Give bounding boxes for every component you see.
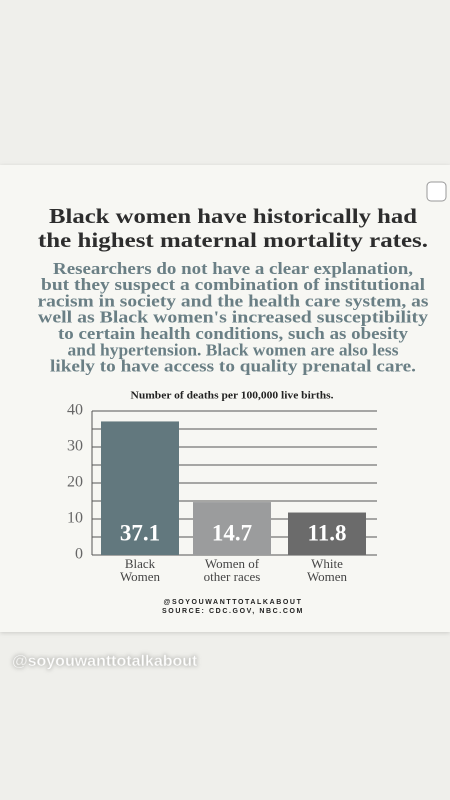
y-tick-label: 10	[67, 510, 83, 527]
y-tick-label: 30	[67, 438, 83, 455]
subtitle: to certain health conditions, such as ob…	[58, 324, 409, 343]
subtitle: likely to have access to quality prenata…	[50, 357, 416, 376]
x-tick-label: Black	[125, 556, 156, 571]
x-tick-label: Women	[307, 569, 348, 584]
select-box[interactable]	[426, 181, 447, 202]
subtitle: but they suspect a combination of instit…	[41, 275, 425, 294]
subtitle: and hypertension. Black women are also l…	[68, 340, 400, 359]
title: the highest maternal mortality rates.	[38, 228, 428, 252]
bar	[193, 502, 271, 555]
source: SOURCE: CDC.GOV, NBC.COM	[162, 608, 304, 615]
subtitle: well as Black women's increased suscepti…	[38, 308, 429, 327]
value-label: 37.1	[120, 520, 160, 545]
y-tick-label: 0	[75, 546, 83, 563]
subtitle: racism in society and the health care sy…	[38, 291, 430, 310]
y-label: Number of deaths per 100,000 live births…	[131, 390, 334, 401]
value-label: 14.7	[212, 520, 252, 545]
value-label: 11.8	[308, 520, 347, 545]
bar	[101, 421, 179, 555]
x-tick-label: White	[311, 556, 343, 571]
x-tick-label: Women of	[205, 556, 260, 571]
story-handle: @soyouwanttotalkabout	[12, 653, 198, 670]
y-tick-label: 40	[67, 402, 83, 419]
credit: @SOYOUWANTTOTALKABOUT	[164, 599, 303, 606]
x-tick-label: other races	[204, 569, 261, 584]
subtitle: Researchers do not have a clear explanat…	[53, 259, 413, 278]
x-tick-label: Women	[120, 569, 161, 584]
y-tick-label: 20	[67, 474, 83, 491]
title: Black women have historically had	[49, 204, 417, 228]
bar	[288, 512, 366, 555]
